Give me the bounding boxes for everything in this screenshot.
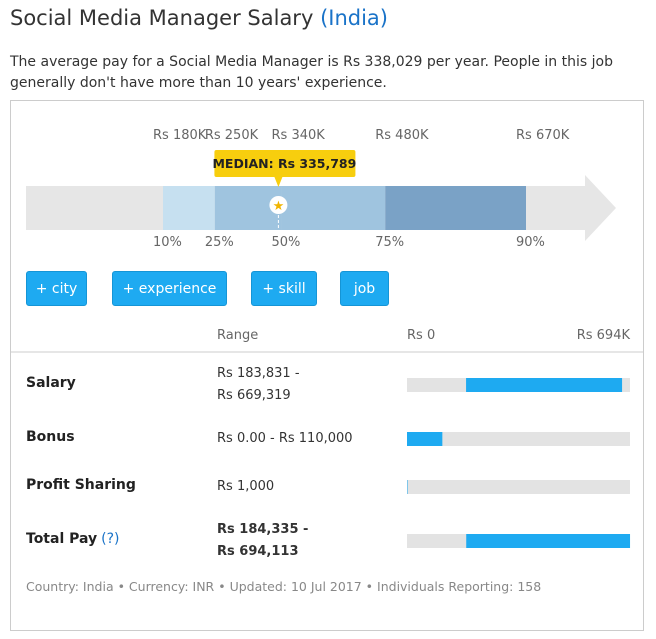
scale-min: Rs 0: [407, 328, 435, 343]
percentile-label: 10%: [153, 235, 182, 250]
median-pointer: [274, 177, 283, 187]
title: Social Media Manager Salary (India): [10, 6, 388, 30]
percentile-band: [281, 186, 386, 230]
title-text: Social Media Manager Salary: [10, 6, 314, 30]
salary-panel: [10, 100, 644, 631]
range-bar: [407, 480, 408, 494]
row-range: Rs 0.00 - Rs 110,000: [217, 431, 353, 446]
row-range: Rs 184,335 -: [217, 522, 309, 537]
percentile-label: 90%: [516, 235, 545, 250]
row-range: Rs 669,319: [217, 388, 291, 403]
row-range: Rs 183,831 -: [217, 366, 300, 381]
row-label: Profit Sharing: [26, 477, 136, 493]
range-track: [407, 480, 630, 494]
row-label: Bonus: [26, 429, 75, 445]
range-bar: [466, 534, 631, 548]
help-link[interactable]: (?): [101, 531, 120, 547]
range-track: [407, 432, 630, 446]
percentile-value: Rs 180K: [153, 128, 207, 143]
range-bar: [407, 432, 443, 446]
median-tag: [214, 150, 356, 177]
scale-max: Rs 694K: [577, 328, 631, 343]
median-star: ★: [273, 199, 285, 214]
percentile-value: Rs 670K: [516, 128, 570, 143]
filter-button[interactable]: job: [340, 271, 389, 306]
percentile-value: Rs 340K: [272, 128, 326, 143]
row-label: Salary: [26, 375, 76, 391]
median-marker: [269, 196, 288, 214]
filter-button[interactable]: + skill: [251, 271, 317, 306]
filter-button[interactable]: + city: [26, 271, 87, 306]
range-bar: [466, 378, 623, 392]
summary: The average pay for a Social Media Manag…: [10, 54, 613, 91]
median-label: MEDIAN: Rs 335,789: [212, 156, 356, 171]
range-header: Range: [217, 328, 258, 343]
location-link[interactable]: (India): [320, 6, 388, 30]
row-range: Rs 1,000: [217, 479, 275, 494]
percentile-label: 25%: [205, 235, 234, 250]
row-label: Total Pay (?): [26, 531, 120, 547]
percentile-label: 50%: [272, 235, 301, 250]
filter-button[interactable]: + experience: [112, 271, 227, 306]
percentile-band: [163, 186, 215, 230]
percentile-value: Rs 250K: [205, 128, 259, 143]
percentile-value: Rs 480K: [375, 128, 429, 143]
row-range: Rs 694,113: [217, 544, 299, 559]
footer: Country: India • Currency: INR • Updated…: [26, 579, 542, 594]
percentile-band: [385, 186, 526, 230]
percentile-label: 75%: [375, 235, 404, 250]
